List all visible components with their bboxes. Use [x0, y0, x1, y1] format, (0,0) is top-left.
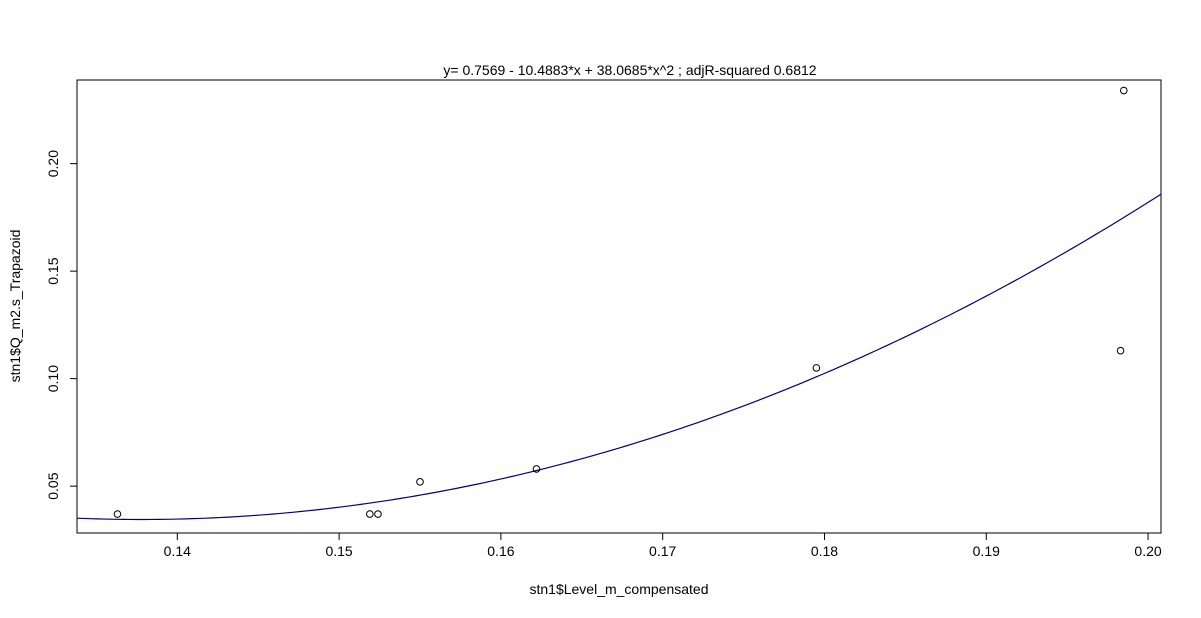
- plot-frame: [76, 79, 1162, 534]
- x-tick-label: 0.19: [973, 543, 1000, 559]
- y-axis-label: stn1$Q_m2.s_Trapazoid: [7, 230, 23, 383]
- x-tick-label: 0.14: [164, 543, 191, 559]
- x-tick-label: 0.15: [325, 543, 352, 559]
- data-point: [374, 510, 382, 518]
- x-tick-label: 0.20: [1134, 543, 1161, 559]
- data-point: [416, 478, 424, 486]
- data-point: [113, 510, 122, 518]
- x-tick-label: 0.16: [487, 543, 514, 559]
- data-point: [1119, 86, 1128, 95]
- y-tick-label: 0.15: [45, 257, 61, 284]
- y-axis: 0.05 0.10 0.15 0.20: [45, 150, 77, 500]
- x-tick-label: 0.18: [811, 543, 838, 559]
- y-tick-label: 0.10: [45, 365, 61, 392]
- data-point: [812, 364, 821, 372]
- data-point: [366, 510, 374, 518]
- x-tick-label: 0.17: [649, 543, 676, 559]
- x-axis-label: stn1$Level_m_compensated: [529, 581, 708, 597]
- data-point: [1116, 346, 1125, 355]
- data-points: [113, 86, 1128, 518]
- chart-title: y= 0.7569 - 10.4883*x + 38.0685*x^2 ; ad…: [443, 62, 816, 78]
- x-axis: 0.14 0.15 0.16 0.17 0.18 0.19 0.20: [164, 533, 1162, 559]
- y-tick-label: 0.05: [45, 472, 61, 499]
- y-tick-label: 0.20: [45, 150, 61, 177]
- fit-curve: [76, 193, 1162, 521]
- data-point: [532, 465, 541, 473]
